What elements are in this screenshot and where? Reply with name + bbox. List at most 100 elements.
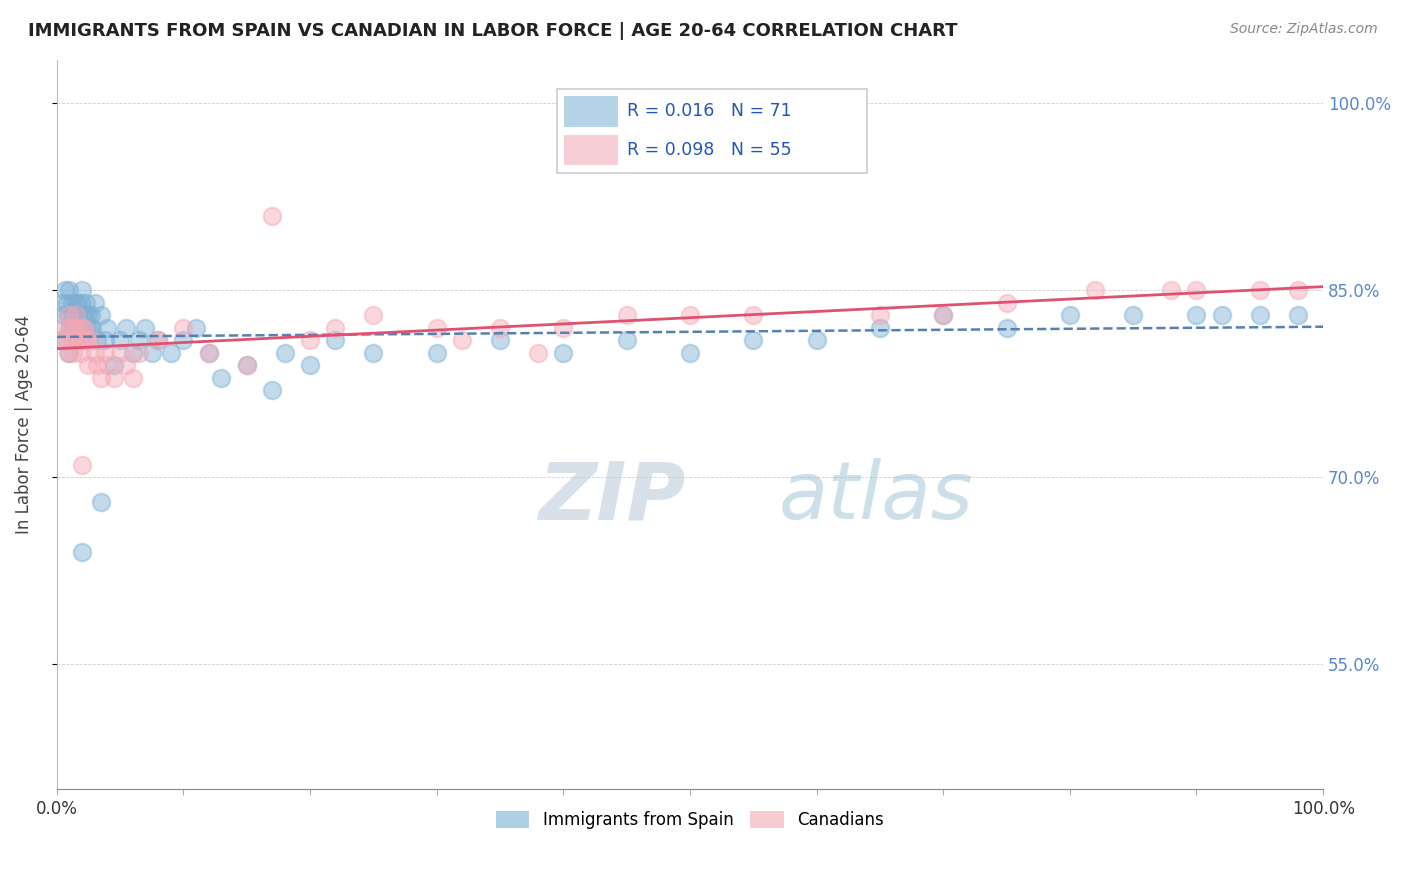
Point bbox=[115, 358, 138, 372]
Point bbox=[59, 320, 82, 334]
Point bbox=[86, 333, 108, 347]
Point bbox=[58, 320, 80, 334]
Point bbox=[72, 333, 94, 347]
Point bbox=[869, 308, 891, 322]
Point bbox=[55, 320, 77, 334]
Point bbox=[80, 320, 103, 334]
Point bbox=[141, 345, 163, 359]
Point bbox=[197, 345, 219, 359]
Point bbox=[128, 333, 150, 347]
Point bbox=[932, 308, 955, 322]
Point bbox=[108, 345, 131, 359]
FancyBboxPatch shape bbox=[564, 96, 617, 127]
Point bbox=[56, 308, 79, 322]
Point bbox=[1059, 308, 1081, 322]
Point bbox=[70, 308, 93, 322]
Point bbox=[1249, 308, 1271, 322]
Point bbox=[75, 333, 97, 347]
Point bbox=[90, 495, 112, 509]
Point bbox=[121, 345, 143, 359]
Point bbox=[260, 383, 283, 397]
Point bbox=[65, 308, 87, 322]
Point bbox=[527, 345, 550, 359]
Text: R = 0.098   N = 55: R = 0.098 N = 55 bbox=[627, 141, 792, 159]
Point bbox=[121, 370, 143, 384]
Point bbox=[96, 320, 118, 334]
Point bbox=[134, 320, 156, 334]
Point bbox=[70, 458, 93, 472]
Point bbox=[260, 209, 283, 223]
Point bbox=[67, 333, 90, 347]
Point bbox=[60, 333, 83, 347]
Point bbox=[869, 320, 891, 334]
Y-axis label: In Labor Force | Age 20-64: In Labor Force | Age 20-64 bbox=[15, 315, 32, 534]
Point bbox=[65, 295, 87, 310]
Point bbox=[66, 295, 89, 310]
Point bbox=[108, 333, 131, 347]
Point bbox=[69, 345, 91, 359]
Point bbox=[1249, 283, 1271, 297]
Point bbox=[80, 308, 103, 322]
Point bbox=[52, 295, 75, 310]
Point bbox=[83, 345, 105, 359]
Point bbox=[93, 333, 115, 347]
Point bbox=[49, 333, 72, 347]
Point bbox=[79, 320, 101, 334]
Point bbox=[1160, 283, 1182, 297]
Point bbox=[616, 333, 638, 347]
Point bbox=[86, 358, 108, 372]
Point bbox=[62, 345, 84, 359]
Point bbox=[995, 295, 1018, 310]
Point bbox=[70, 320, 93, 334]
Text: R = 0.016   N = 71: R = 0.016 N = 71 bbox=[627, 103, 792, 120]
Point bbox=[679, 308, 702, 322]
Point bbox=[298, 333, 321, 347]
Point bbox=[426, 345, 449, 359]
Point bbox=[76, 320, 98, 334]
Point bbox=[52, 333, 75, 347]
Point bbox=[90, 370, 112, 384]
Point bbox=[63, 320, 86, 334]
Point bbox=[172, 333, 194, 347]
Point bbox=[60, 320, 83, 334]
Point bbox=[1185, 308, 1208, 322]
Text: ZIP: ZIP bbox=[538, 458, 685, 536]
Point bbox=[70, 545, 93, 559]
Point bbox=[172, 320, 194, 334]
Point bbox=[184, 320, 207, 334]
Point bbox=[77, 358, 100, 372]
Point bbox=[58, 283, 80, 297]
Point bbox=[73, 308, 96, 322]
Point bbox=[553, 345, 575, 359]
Point bbox=[1122, 308, 1144, 322]
Point bbox=[80, 333, 103, 347]
Point bbox=[69, 295, 91, 310]
Point bbox=[159, 345, 181, 359]
Point bbox=[197, 345, 219, 359]
Point bbox=[115, 320, 138, 334]
Point bbox=[1211, 308, 1233, 322]
Point bbox=[96, 358, 118, 372]
Point bbox=[90, 308, 112, 322]
Point bbox=[426, 320, 449, 334]
Point bbox=[66, 333, 89, 347]
Point bbox=[489, 320, 512, 334]
Point bbox=[56, 345, 79, 359]
Point bbox=[742, 308, 765, 322]
Point bbox=[489, 333, 512, 347]
Point bbox=[93, 345, 115, 359]
Point bbox=[146, 333, 169, 347]
Point bbox=[209, 370, 232, 384]
Point bbox=[77, 308, 100, 322]
Point bbox=[742, 333, 765, 347]
Point bbox=[128, 345, 150, 359]
Point bbox=[146, 333, 169, 347]
Point bbox=[72, 320, 94, 334]
Point bbox=[995, 320, 1018, 334]
Point bbox=[67, 308, 90, 322]
Point bbox=[67, 320, 90, 334]
Point bbox=[1286, 283, 1309, 297]
Point bbox=[70, 283, 93, 297]
Point bbox=[60, 295, 83, 310]
Point bbox=[323, 320, 346, 334]
